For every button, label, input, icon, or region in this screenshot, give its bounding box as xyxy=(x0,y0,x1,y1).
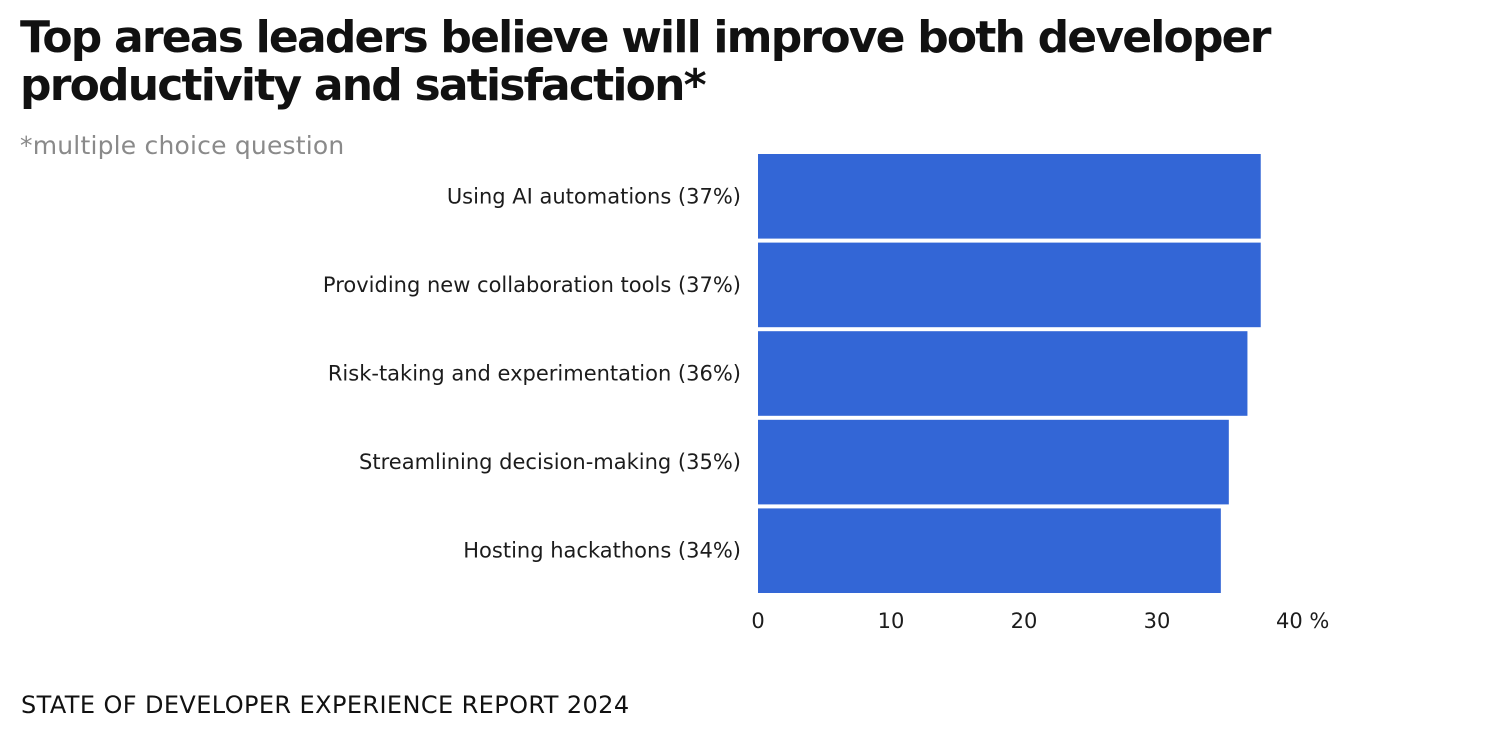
x-tick-label: 20 xyxy=(1011,609,1038,633)
category-label: Providing new collaboration tools (37%) xyxy=(323,273,741,297)
x-tick-label: 10 xyxy=(878,609,905,633)
category-labels: Using AI automations (37%) Providing new … xyxy=(323,184,741,562)
x-tick-label: 30 xyxy=(1144,609,1171,633)
category-label: Streamlining decision-making (35%) xyxy=(359,450,741,474)
chart-subtitle: *multiple choice question xyxy=(20,131,345,160)
chart-title: Top areas leaders believe will improve b… xyxy=(20,12,1271,111)
x-tick-label: 40 % xyxy=(1276,609,1329,633)
bar-0 xyxy=(758,154,1261,239)
category-label: Using AI automations (37%) xyxy=(447,184,741,208)
report-source: STATE OF DEVELOPER EXPERIENCE REPORT 202… xyxy=(21,691,630,719)
x-tick-label: 0 xyxy=(751,609,764,633)
category-label: Risk-taking and experimentation (36%) xyxy=(328,362,741,386)
bar-2 xyxy=(758,331,1248,416)
bar-4 xyxy=(758,508,1221,593)
bar-3 xyxy=(758,419,1229,505)
bar-group xyxy=(758,154,1261,593)
x-axis-ticks: 0 10 20 30 40 % xyxy=(751,609,1329,633)
bar-1 xyxy=(758,242,1261,328)
category-label: Hosting hackathons (34%) xyxy=(463,539,741,563)
